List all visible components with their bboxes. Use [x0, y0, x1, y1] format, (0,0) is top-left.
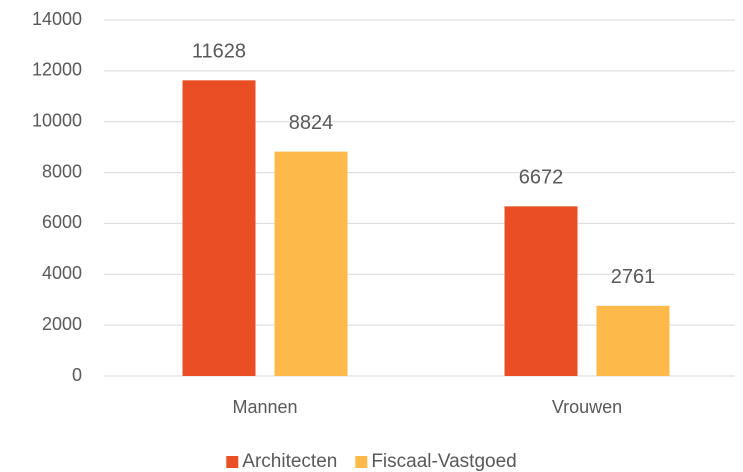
- y-tick-label: 4000: [42, 263, 82, 283]
- data-label: 11628: [192, 41, 246, 63]
- bar: [274, 151, 348, 376]
- y-tick-label: 8000: [42, 161, 82, 181]
- legend-label: Architecten: [242, 451, 337, 472]
- legend-label: Fiscaal-Vastgoed: [371, 451, 516, 472]
- y-tick-label: 2000: [42, 314, 82, 334]
- bar: [596, 305, 670, 376]
- y-tick-label: 10000: [32, 110, 82, 130]
- data-label: 8824: [289, 112, 334, 134]
- bar: [504, 206, 578, 376]
- legend-swatch: [355, 456, 368, 468]
- y-tick-label: 0: [72, 365, 82, 385]
- y-tick-label: 12000: [32, 60, 82, 80]
- bar: [182, 80, 256, 376]
- x-tick-label: Mannen: [232, 397, 297, 417]
- data-label: 6672: [519, 167, 564, 189]
- data-label: 2761: [611, 266, 656, 288]
- y-tick-label: 6000: [42, 212, 82, 232]
- y-tick-label: 14000: [32, 9, 82, 29]
- x-tick-label: Vrouwen: [552, 397, 622, 417]
- legend-swatch: [226, 456, 239, 468]
